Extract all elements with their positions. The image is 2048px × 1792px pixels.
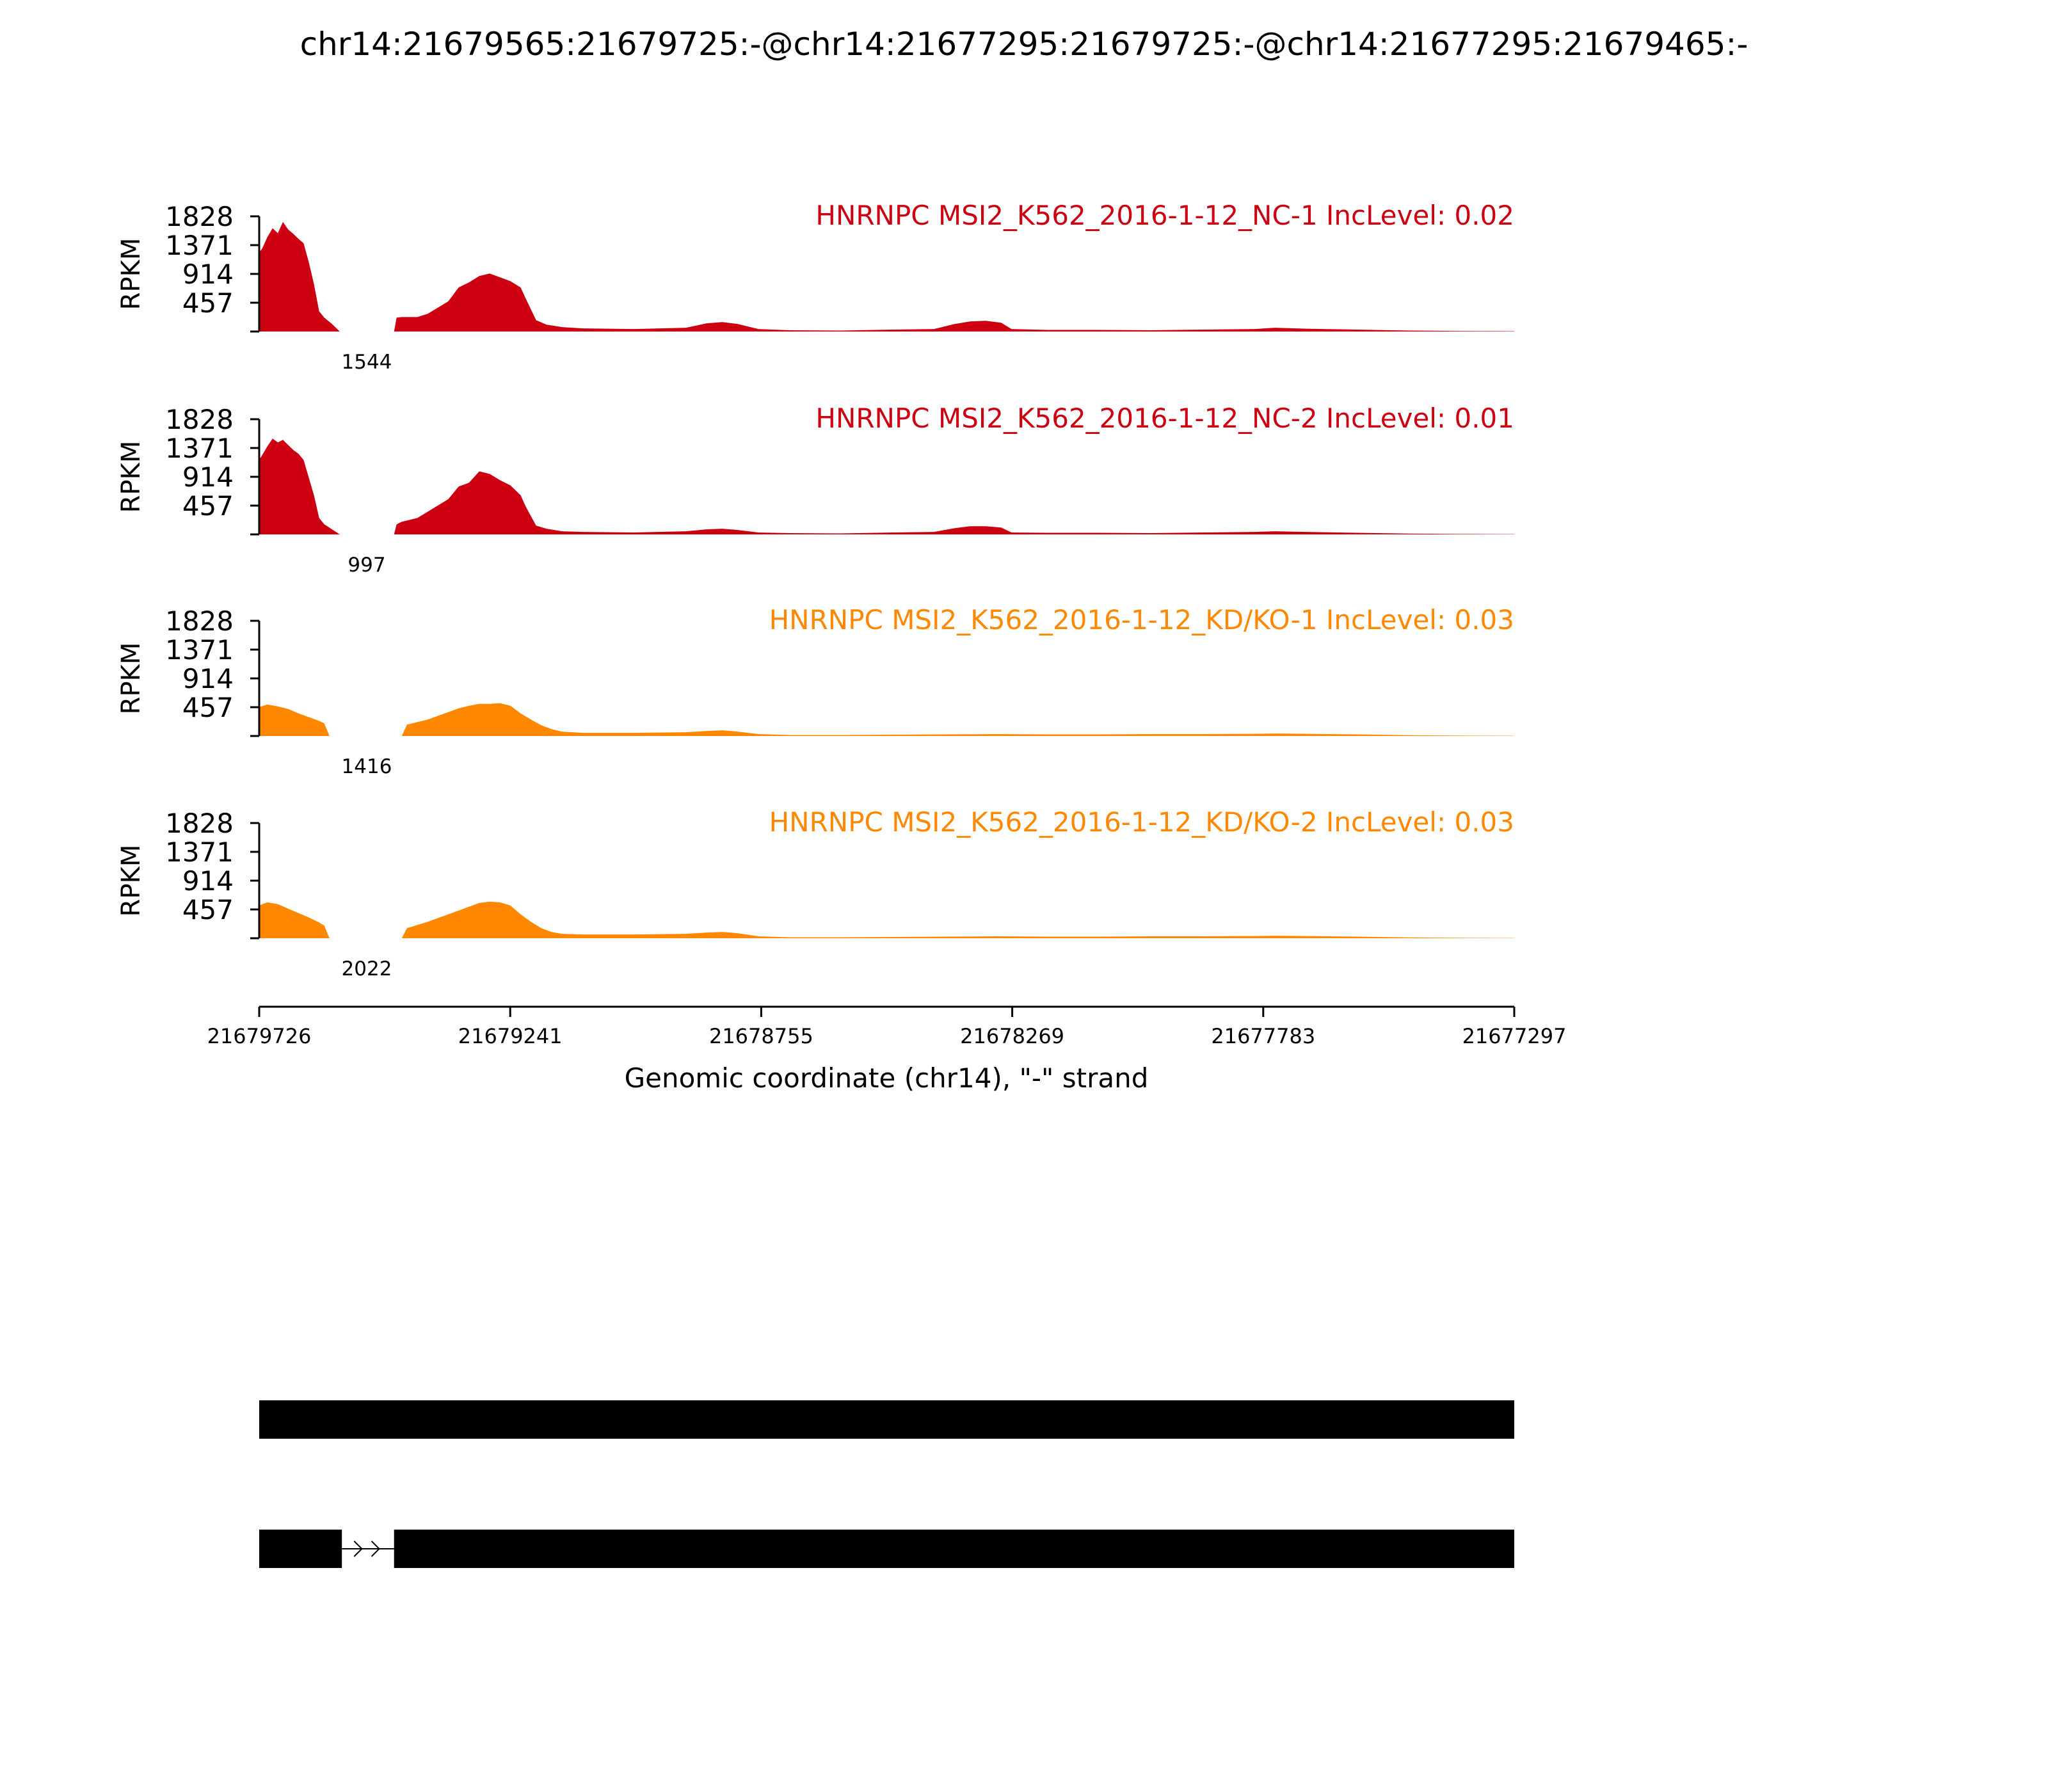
y-tick-label: 457 xyxy=(182,490,234,522)
track-title: HNRNPC MSI2_K562_2016-1-12_NC-1 IncLevel… xyxy=(815,200,1514,231)
exon-block xyxy=(394,1530,1514,1568)
y-tick-label: 1371 xyxy=(165,836,234,868)
y-tick-label: 1828 xyxy=(165,404,234,435)
x-axis: 21679726 21679241 21678755 21678269 21677783… xyxy=(207,1005,1567,1094)
y-tick-label: 1371 xyxy=(165,634,234,666)
x-tick-label: 21678269 xyxy=(960,1024,1064,1048)
y-tick-label: 914 xyxy=(182,461,234,493)
track-title: HNRNPC MSI2_K562_2016-1-12_KD/KO-2 IncLe… xyxy=(769,806,1514,838)
junction-count-label: 997 xyxy=(348,554,385,577)
track-title: HNRNPC MSI2_K562_2016-1-12_KD/KO-1 IncLe… xyxy=(769,604,1514,636)
y-tick-label: 457 xyxy=(182,894,234,925)
coverage-area xyxy=(259,221,1514,332)
x-tick-label: 21677783 xyxy=(1211,1024,1315,1048)
y-tick-label: 457 xyxy=(182,287,234,319)
y-tick-label: 1371 xyxy=(165,433,234,464)
y-axis-label: RPKM xyxy=(116,643,146,715)
y-tick-label: 457 xyxy=(182,692,234,723)
page-title: chr14:21679565:21679725:-@chr14:21677295… xyxy=(300,26,1748,63)
isoform-models xyxy=(259,1400,1514,1568)
strand-arrow-icon xyxy=(371,1540,380,1557)
y-tick-label: 1371 xyxy=(165,230,234,261)
junction-count-label: 2022 xyxy=(342,957,392,980)
y-tick-label: 1828 xyxy=(165,605,234,637)
exon-block xyxy=(259,1400,1514,1439)
x-tick-label: 21677297 xyxy=(1462,1024,1567,1048)
y-tick-label: 1828 xyxy=(165,808,234,839)
junction-count-label: 1416 xyxy=(342,755,392,778)
y-tick-label: 1828 xyxy=(165,201,234,232)
x-tick-label: 21679726 xyxy=(207,1024,312,1048)
x-tick-label: 21678755 xyxy=(709,1024,813,1048)
y-axis-label: RPKM xyxy=(116,845,146,917)
x-axis-label: Genomic coordinate (chr14), "-" strand xyxy=(625,1062,1149,1094)
track-title: HNRNPC MSI2_K562_2016-1-12_NC-2 IncLevel… xyxy=(815,403,1514,434)
coverage-area xyxy=(259,901,1514,938)
y-tick-label: 914 xyxy=(182,259,234,290)
y-tick-label: 914 xyxy=(182,663,234,694)
coverage-area xyxy=(259,438,1514,534)
exon-block xyxy=(259,1530,342,1568)
isoform-1 xyxy=(259,1400,1514,1439)
junction-count-label: 1544 xyxy=(342,351,392,374)
strand-arrow-icon xyxy=(353,1540,363,1557)
y-axis-label: RPKM xyxy=(116,238,146,310)
y-axis-label: RPKM xyxy=(116,441,146,513)
isoform-2 xyxy=(259,1530,1514,1568)
y-tick-label: 914 xyxy=(182,865,234,897)
coverage-area xyxy=(259,703,1514,736)
x-tick-label: 21679241 xyxy=(458,1024,563,1048)
